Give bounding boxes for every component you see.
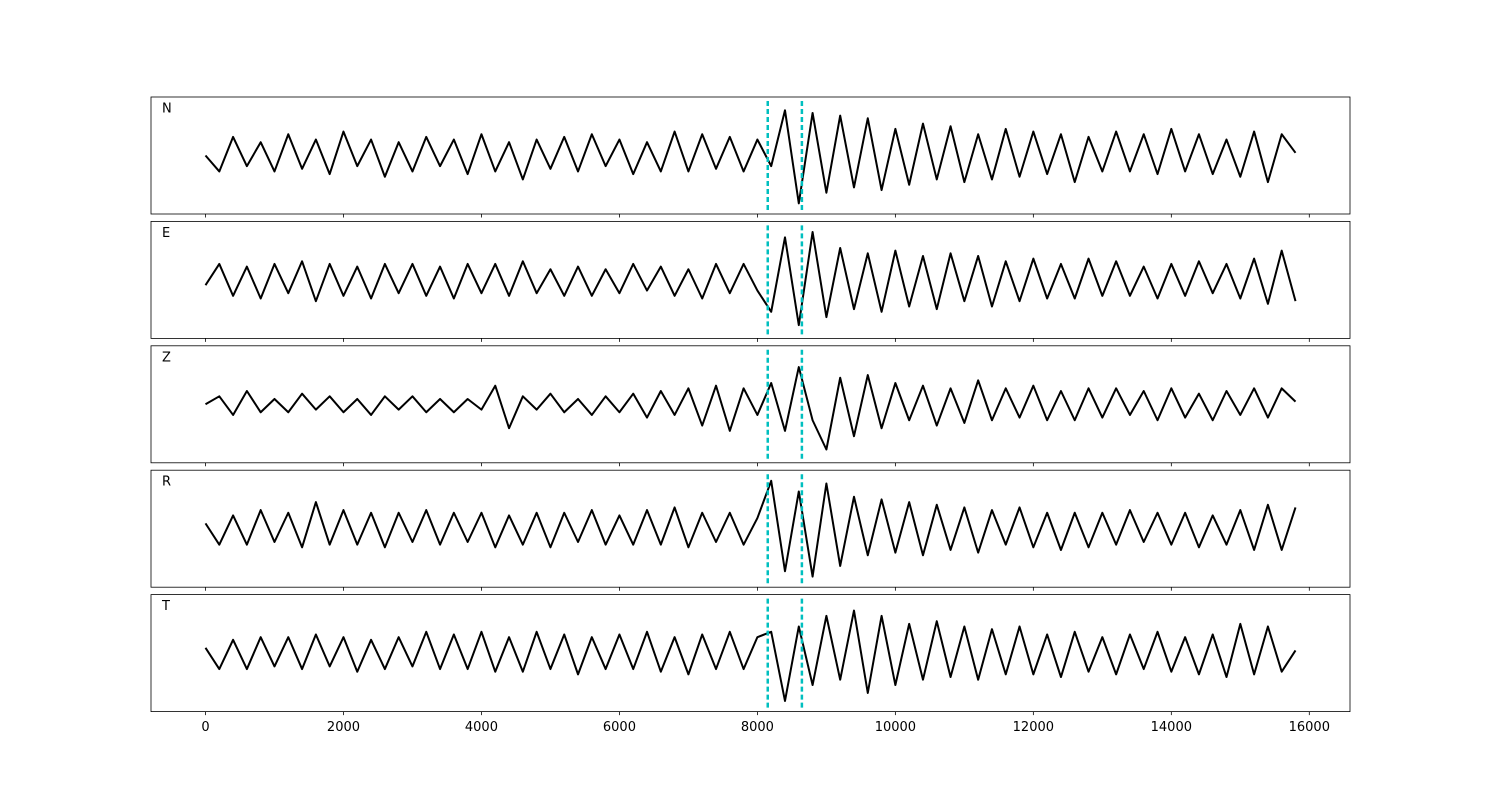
x-tick-label: 12000 xyxy=(1013,720,1054,735)
trace xyxy=(204,479,1297,578)
x-tick-label: 14000 xyxy=(1151,720,1192,735)
x-tick-label: 8000 xyxy=(741,720,774,735)
x-tick-label: 16000 xyxy=(1289,720,1330,735)
trace xyxy=(204,366,1297,451)
x-tick-label: 0 xyxy=(201,720,209,735)
panel-frame xyxy=(150,345,1351,464)
x-tick-label: 2000 xyxy=(327,720,360,735)
panel-label: Z xyxy=(162,350,171,365)
trace xyxy=(204,231,1297,327)
panel-label: T xyxy=(161,599,170,614)
x-tick-label: 6000 xyxy=(603,720,636,735)
panel-frame xyxy=(150,594,1351,712)
trace xyxy=(204,109,1297,205)
x-tick-label: 10000 xyxy=(875,720,916,735)
x-tick-label: 4000 xyxy=(465,720,498,735)
panel-frame xyxy=(150,96,1351,215)
trace xyxy=(204,609,1297,702)
panel-label: N xyxy=(162,102,172,117)
panel-frame xyxy=(150,220,1351,339)
panel-label: E xyxy=(162,226,170,241)
panel-label: R xyxy=(162,475,171,490)
panel-frame xyxy=(150,469,1351,588)
